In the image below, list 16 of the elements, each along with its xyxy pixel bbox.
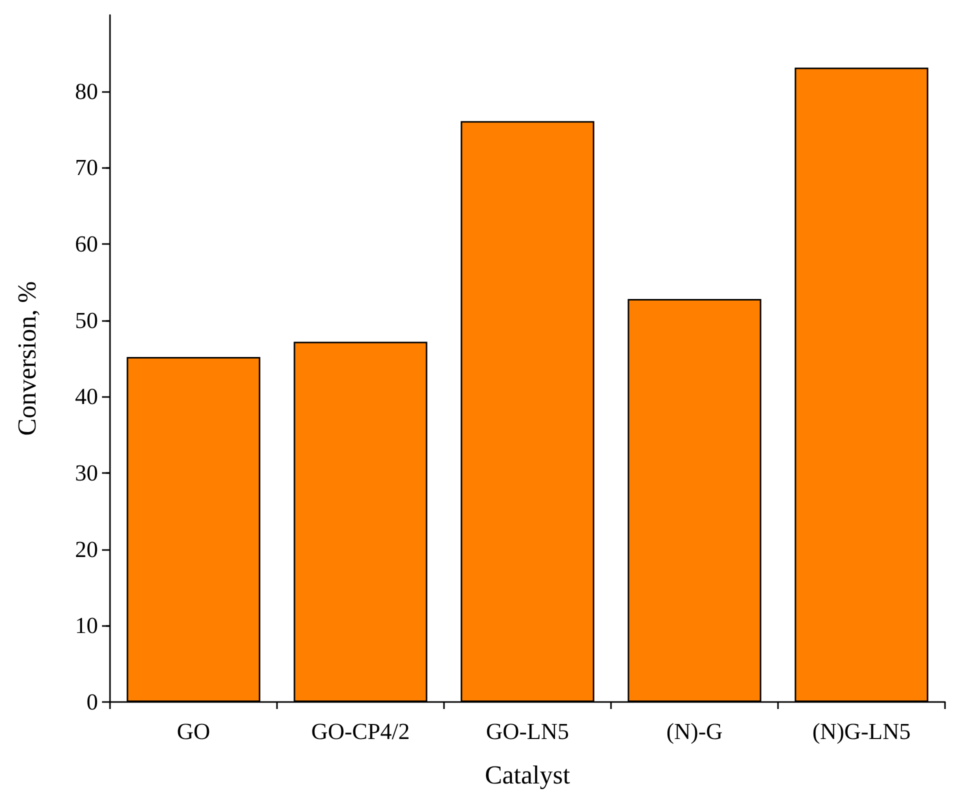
x-tick-label: GO — [176, 719, 210, 744]
y-tick-label: 40 — [75, 384, 98, 410]
x-tick-label: (N)-G — [666, 719, 723, 744]
y-tick-label: 0 — [86, 690, 98, 714]
x-axis-title: Catalyst — [484, 760, 571, 790]
x-tick-label: (N)G-LN5 — [812, 719, 911, 744]
y-tick-label: 60 — [75, 232, 98, 256]
y-tick-label: 10 — [75, 613, 98, 638]
x-tick-label: GO-CP4/2 — [311, 719, 410, 744]
y-tick-label: 70 — [75, 155, 98, 180]
y-axis-title: Conversion, % — [12, 281, 42, 436]
y-tick-label: 80 — [75, 78, 98, 104]
y-tick-label: 30 — [75, 460, 98, 486]
y-tick-label: 50 — [75, 308, 98, 333]
y-tick-label: 20 — [75, 536, 98, 562]
x-tick-label: GO-LN5 — [486, 719, 570, 744]
